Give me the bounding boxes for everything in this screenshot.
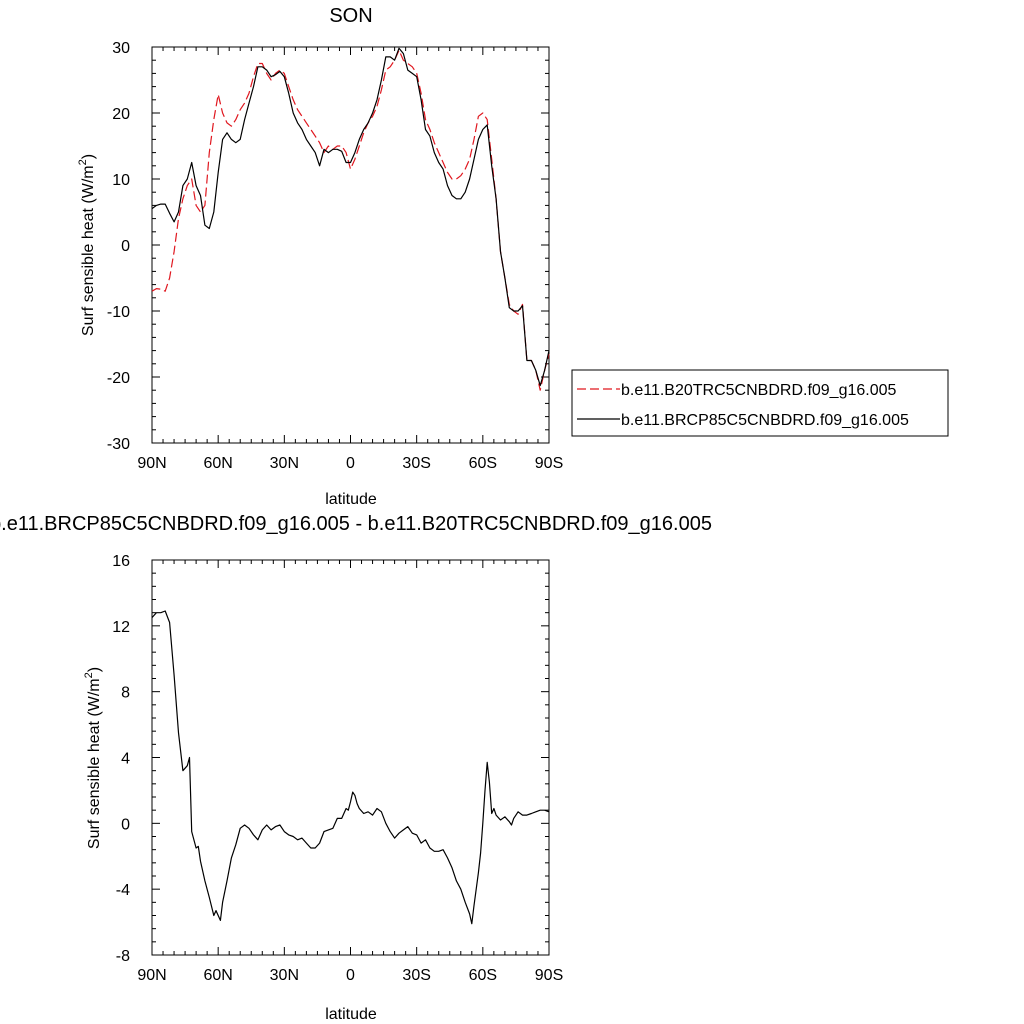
y-tick-label: -8	[116, 948, 130, 965]
y-tick-label: 10	[112, 172, 130, 189]
y-tick-label: 0	[121, 816, 130, 833]
y-axis-label: Surf sensible heat (W/m2)	[77, 154, 97, 336]
y-tick-label: -30	[107, 436, 130, 453]
y-tick-label: 16	[112, 553, 130, 570]
x-tick-label: 90N	[137, 967, 166, 984]
chart-title: b.e11.BRCP85C5CNBDRD.f09_g16.005 - b.e11…	[0, 513, 712, 535]
plot-area: 90N 60N 30N 0 30S 60S 90S -8 -4 0 4 8 12 16	[112, 553, 563, 984]
y-tick-label: 0	[121, 238, 130, 255]
x-tick-label: 30N	[270, 455, 299, 472]
x-tick-label: 30S	[402, 455, 430, 472]
y-tick-label: -4	[116, 882, 130, 899]
plot-frame	[151, 46, 550, 444]
legend-label-historical: b.e11.B20TRC5CNBDRD.f09_g16.005	[621, 382, 897, 399]
y-tick-label: 8	[121, 685, 130, 702]
series-line-0	[151, 610, 550, 925]
x-tick-label: 30S	[402, 967, 430, 984]
x-axis-label: latitude	[325, 491, 377, 508]
y-tick-label: 12	[112, 619, 130, 636]
series-line-0	[151, 49, 550, 391]
plot-area: 90N 60N 30N 0 30S 60S 90S -30 -20 -10 0 10 20 30	[107, 40, 563, 472]
x-tick-label: 90N	[137, 455, 166, 472]
x-tick-label: 0	[346, 967, 355, 984]
y-tick-label: -10	[107, 304, 130, 321]
y-axis-label-text: Surf sensible heat (W/m	[80, 165, 97, 336]
y-tick-label: 20	[112, 106, 130, 123]
y-axis-label-superscript: 2	[83, 672, 95, 678]
legend-label-rcp85: b.e11.BRCP85C5CNBDRD.f09_g16.005	[621, 412, 909, 429]
x-tick-label: 60N	[203, 967, 232, 984]
bottom-chart: b.e11.BRCP85C5CNBDRD.f09_g16.005 - b.e11…	[0, 513, 712, 1023]
x-tick-label: 0	[346, 455, 355, 472]
y-axis-label-close: )	[86, 667, 103, 672]
plot-frame	[151, 559, 550, 956]
y-tick-label: 30	[112, 40, 130, 57]
legend-box	[571, 369, 949, 437]
x-tick-label: 90S	[535, 455, 563, 472]
y-axis-label-text: Surf sensible heat (W/m	[86, 678, 103, 849]
y-axis-label: Surf sensible heat (W/m2)	[83, 667, 103, 849]
x-tick-label: 30N	[270, 967, 299, 984]
y-tick-label: -20	[107, 370, 130, 387]
x-axis-label: latitude	[325, 1006, 377, 1023]
legend: b.e11.B20TRC5CNBDRD.f09_g16.005 b.e11.BR…	[571, 369, 949, 437]
chart-title: SON	[329, 5, 372, 27]
series-line-1	[151, 47, 550, 387]
x-tick-label: 60S	[469, 455, 497, 472]
top-chart: SON 90N 60N 30N 0 30S 60S 90S-30-20-100102030 …	[77, 5, 563, 508]
y-tick-label: 4	[121, 751, 130, 768]
x-tick-label: 90S	[535, 967, 563, 984]
x-tick-label: 60N	[203, 455, 232, 472]
y-axis-label-close: )	[80, 154, 97, 159]
x-tick-label: 60S	[469, 967, 497, 984]
y-axis-label-superscript: 2	[77, 159, 89, 165]
